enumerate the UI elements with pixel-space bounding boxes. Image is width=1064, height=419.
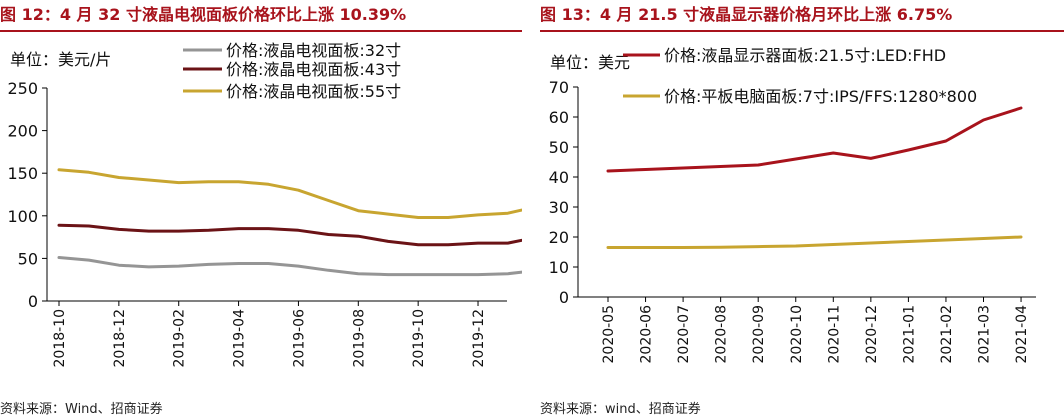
x-tick-label: 2021-01 — [901, 305, 917, 364]
x-tick-label: 2020-07 — [676, 305, 692, 364]
y-tick-label: 250 — [7, 79, 38, 98]
x-tick-label: 2019-08 — [351, 309, 367, 368]
x-tick-label: 2018-12 — [112, 309, 128, 368]
series-line-3 — [57, 168, 522, 219]
x-tick-label: 2019-06 — [291, 309, 307, 368]
x-tick-label: 2020-05 — [601, 305, 617, 364]
y-tick-label: 20 — [549, 228, 569, 247]
figure-13-title-rule — [540, 30, 1064, 32]
x-tick-label: 2021-04 — [1014, 305, 1030, 364]
y-tick-label: 0 — [559, 288, 569, 307]
y-tick-label: 0 — [28, 292, 38, 311]
y-tick-label: 30 — [549, 198, 569, 217]
x-tick-label: 2020-10 — [789, 305, 805, 364]
x-tick-label: 2019-12 — [471, 309, 487, 368]
x-tick-label: 2021-02 — [939, 305, 955, 364]
legend-label-1: 价格:液晶显示器面板:21.5寸:LED:FHD — [664, 46, 946, 65]
y-tick-label: 10 — [549, 258, 569, 277]
x-tick-label: 2019-02 — [172, 309, 188, 368]
y-tick-label: 200 — [7, 122, 38, 141]
legend-label-3: 价格:液晶电视面板:55寸 — [226, 82, 401, 101]
figure-12-chart: 0 50 100 150 200 250 2018-10 2018-12 2019-02 2019… — [7, 41, 522, 368]
x-tick-label: 2020-11 — [826, 305, 842, 364]
legend-label-1: 价格:液晶电视面板:32寸 — [226, 41, 401, 60]
x-tick-label: 2019-10 — [411, 309, 427, 368]
legend-label-2: 价格:液晶电视面板:43寸 — [226, 60, 401, 79]
series-line-2 — [57, 223, 522, 247]
y-tick-label: 50 — [549, 138, 569, 157]
x-tick-label: 2019-04 — [232, 309, 248, 368]
x-tick-label: 2020-06 — [639, 305, 655, 364]
legend-label-2: 价格:平板电脑面板:7寸:IPS/FFS:1280*800 — [664, 87, 977, 106]
figure-13-source: 资料来源：wind、招商证券 — [540, 402, 701, 417]
figure-12-title: 图 12：4 月 32 寸液晶电视面板价格环比上涨 10.39% — [0, 5, 407, 24]
unit-label: 单位：美元 — [550, 53, 630, 72]
x-tick-label: 2021-03 — [977, 305, 993, 364]
figure-12-panel: 图 12：4 月 32 寸液晶电视面板价格环比上涨 10.39% 0 50 100 1… — [0, 0, 522, 419]
x-tick-label: 2020-08 — [714, 305, 730, 364]
figure-13-title: 图 13：4 月 21.5 寸液晶显示器价格月环比上涨 6.75% — [540, 5, 953, 24]
series-line-1 — [57, 256, 522, 277]
x-tick-label: 2020-12 — [864, 305, 880, 364]
y-tick-label: 100 — [7, 207, 38, 226]
x-tick-label: 2018-10 — [52, 309, 68, 368]
figure-12-source: 资料来源：Wind、招商证券 — [0, 402, 163, 417]
figure-13-panel: 图 13：4 月 21.5 寸液晶显示器价格月环比上涨 6.75% 0 10 20 3… — [540, 0, 1064, 419]
x-tick-label: 2020-09 — [751, 305, 767, 364]
y-tick-label: 40 — [549, 168, 569, 187]
y-tick-label: 60 — [549, 108, 569, 127]
y-tick-label: 150 — [7, 164, 38, 183]
y-tick-label: 70 — [549, 78, 569, 97]
figure-13-chart: 0 10 20 30 40 50 60 70 2020-05 2020-06 2020-07 2020… — [549, 46, 1036, 364]
figure-12-title-rule — [0, 30, 522, 32]
y-tick-label: 50 — [18, 249, 38, 268]
series-line-2 — [606, 235, 1023, 249]
unit-label: 单位：美元/片 — [10, 50, 111, 69]
series-line-1 — [606, 106, 1023, 173]
